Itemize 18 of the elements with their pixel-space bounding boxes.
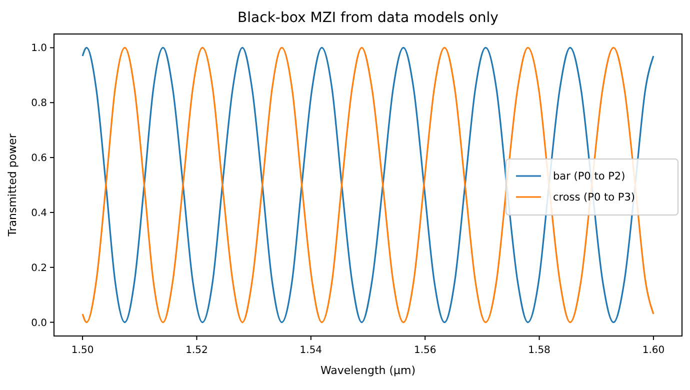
y-tick-label: 0.8 (31, 98, 47, 110)
x-tick-label: 1.58 (528, 345, 550, 356)
line-series (82, 46, 654, 324)
x-tick-label: 1.52 (186, 345, 208, 356)
y-tick-label: 1.0 (31, 43, 47, 54)
x-tick-label: 1.50 (71, 345, 94, 356)
x-tick-label: 1.60 (642, 345, 665, 356)
legend-label: cross (P0 to P3) (553, 192, 635, 204)
y-tick-label: 0.4 (31, 208, 47, 219)
y-axis-title: Transmitted power (6, 133, 19, 238)
y-tick-label: 0.0 (31, 318, 47, 329)
y-tick-label: 0.2 (31, 262, 47, 274)
x-tick-label: 1.54 (300, 345, 322, 356)
y-tick-label: 0.6 (31, 153, 47, 164)
x-tick-label: 1.56 (414, 345, 436, 356)
x-axis-title: Wavelength (µm) (320, 364, 416, 377)
legend-label: bar (P0 to P2) (553, 170, 626, 183)
chart-title: Black-box MZI from data models only (238, 10, 498, 26)
